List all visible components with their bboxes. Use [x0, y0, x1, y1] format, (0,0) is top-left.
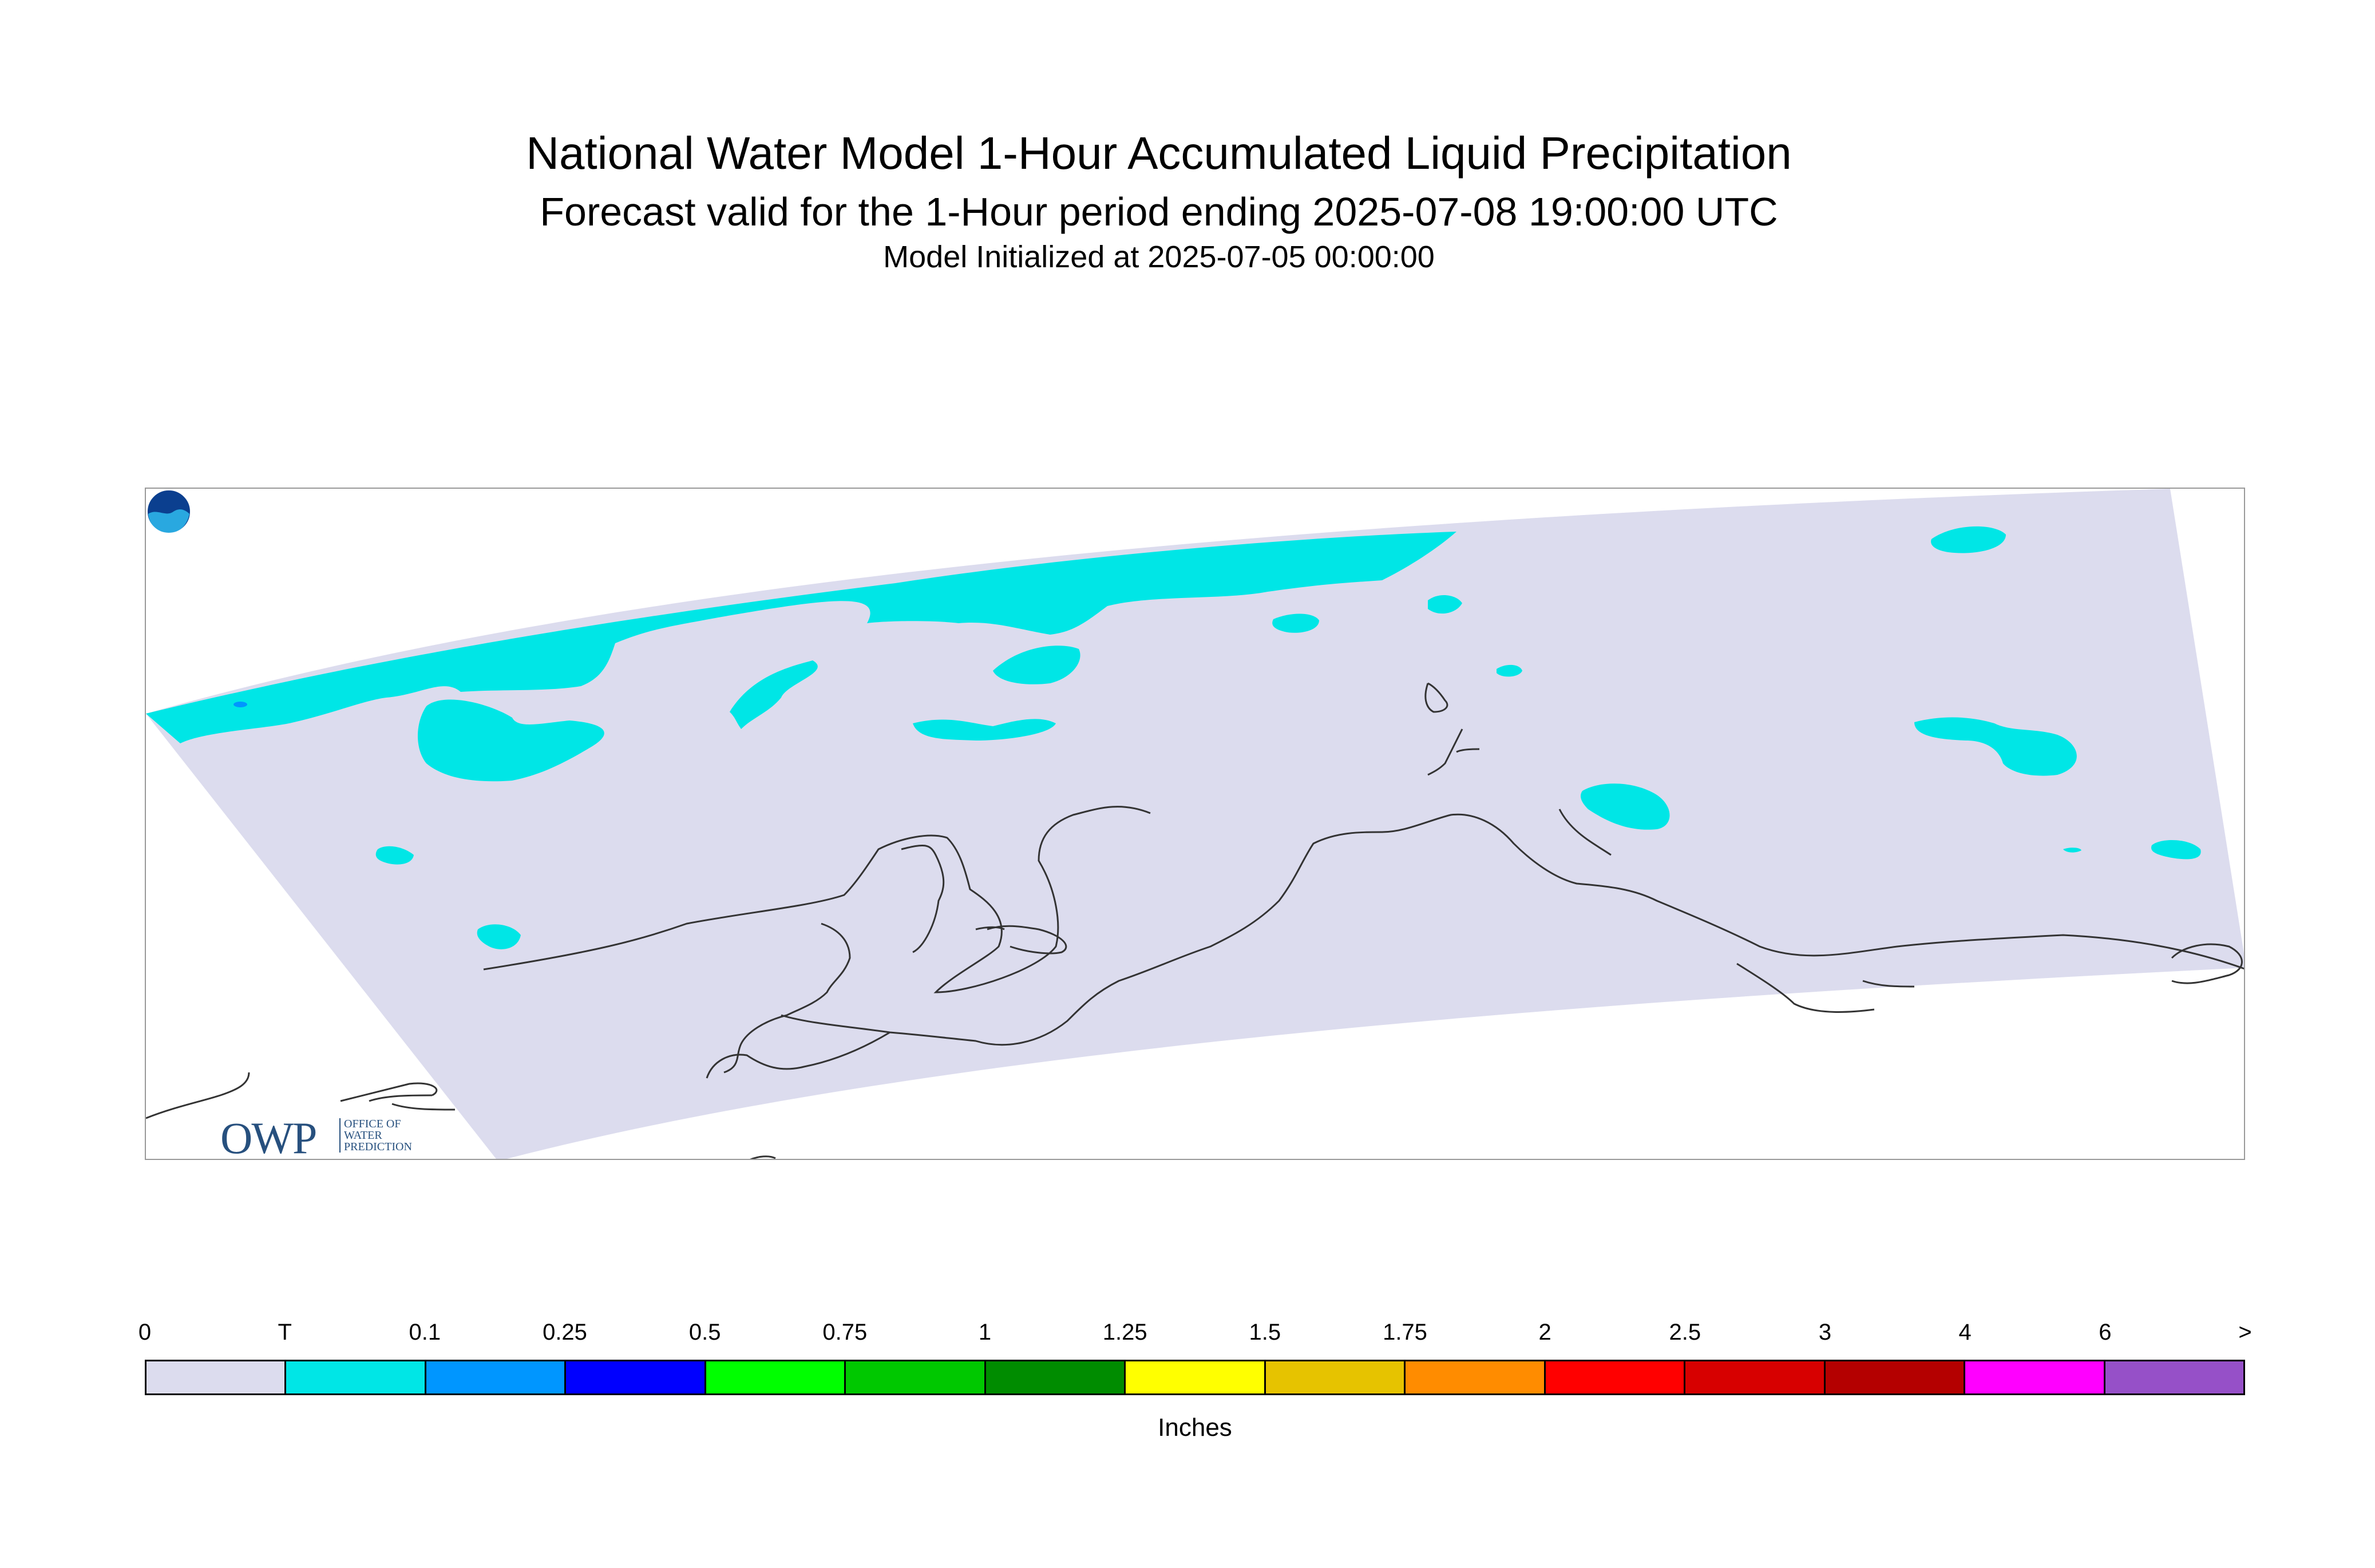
- colorbar-tick-label: 2: [1538, 1320, 1551, 1345]
- colorbar-tick-label: 1: [978, 1320, 992, 1345]
- owp-caption-line: PREDICTION: [344, 1141, 412, 1153]
- colorbar-tick-label: 0.25: [543, 1320, 587, 1345]
- precip-area: [1931, 526, 2006, 553]
- colorbar-swatch: [846, 1361, 986, 1393]
- precip-area: [375, 846, 414, 865]
- colorbar-tick-label: 0: [138, 1320, 152, 1345]
- map-title: National Water Model 1-Hour Accumulated …: [526, 128, 1792, 179]
- precip-area: [146, 532, 1456, 743]
- colorbar-swatch: [566, 1361, 706, 1393]
- precip-area: [418, 699, 604, 782]
- precip-area: [2063, 848, 2081, 853]
- precip-area: [1914, 717, 2077, 776]
- colorbar-tick-label: 2.5: [1669, 1320, 1701, 1345]
- colorbar-swatch: [706, 1361, 846, 1393]
- colorbar-tick-label: 3: [1818, 1320, 1832, 1345]
- colorbar-tick-label: 1.75: [1383, 1320, 1427, 1345]
- colorbar: [145, 1360, 2245, 1395]
- colorbar-tick-label: 1.5: [1249, 1320, 1281, 1345]
- noaa-logo-icon: [147, 489, 191, 534]
- colorbar-swatch: [1825, 1361, 1966, 1393]
- colorbar-units: Inches: [1158, 1413, 1232, 1442]
- precipitation-map: [146, 489, 2244, 1159]
- colorbar-tick-label: 6: [2099, 1320, 2112, 1345]
- map-subtitle: Forecast valid for the 1-Hour period end…: [540, 189, 1778, 234]
- map-panel: OWP OFFICE OF WATER PREDICTION: [145, 488, 2245, 1160]
- colorbar-swatch: [1545, 1361, 1686, 1393]
- colorbar-swatch: [985, 1361, 1126, 1393]
- model-domain: [146, 489, 2244, 1159]
- colorbar-tick-label: 0.1: [409, 1320, 441, 1345]
- colorbar-swatch: [286, 1361, 426, 1393]
- colorbar-tick-label: 0.5: [688, 1320, 721, 1345]
- colorbar-tick-label: 4: [1958, 1320, 1972, 1345]
- precip-area: [2151, 840, 2201, 860]
- colorbar-swatch: [426, 1361, 567, 1393]
- precip-area: [477, 924, 521, 949]
- precip-area: [1581, 783, 1670, 830]
- model-init-label: Model Initialized at 2025-07-05 00:00:00: [883, 240, 1435, 274]
- owp-logo-text: OWP: [220, 1113, 317, 1160]
- precip-area: [1272, 613, 1319, 633]
- colorbar-swatch: [1685, 1361, 1826, 1393]
- colorbar-swatch: [2105, 1361, 2244, 1393]
- precip-area: [730, 660, 818, 729]
- precip-area: [1497, 664, 1522, 677]
- precip-areas: [146, 526, 2201, 949]
- colorbar-swatch: [147, 1361, 287, 1393]
- colorbar-swatch: [1965, 1361, 2105, 1393]
- colorbar-tick-label: T: [278, 1320, 292, 1345]
- owp-logo-caption: OFFICE OF WATER PREDICTION: [339, 1118, 412, 1153]
- colorbar-tick-label: 1.25: [1102, 1320, 1147, 1345]
- owp-caption-line: WATER: [344, 1129, 382, 1142]
- precip-heavy-spot: [233, 702, 247, 707]
- owp-caption-line: OFFICE OF: [344, 1118, 401, 1130]
- colorbar-tick-label: 0.75: [822, 1320, 868, 1345]
- coastline: [146, 682, 2244, 1159]
- colorbar-swatch: [1126, 1361, 1266, 1393]
- colorbar-tick-label: >: [2238, 1320, 2252, 1345]
- colorbar-swatch: [1265, 1361, 1406, 1393]
- precip-area: [913, 719, 1056, 741]
- colorbar-swatch: [1406, 1361, 1546, 1393]
- precip-area: [993, 646, 1080, 684]
- precip-area: [1428, 595, 1462, 614]
- owp-logo: OWP OFFICE OF WATER PREDICTION: [220, 1112, 412, 1160]
